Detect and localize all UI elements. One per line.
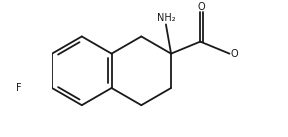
Text: O: O <box>197 2 205 12</box>
Text: O: O <box>230 49 238 59</box>
Text: NH₂: NH₂ <box>157 13 175 23</box>
Text: F: F <box>16 83 22 93</box>
